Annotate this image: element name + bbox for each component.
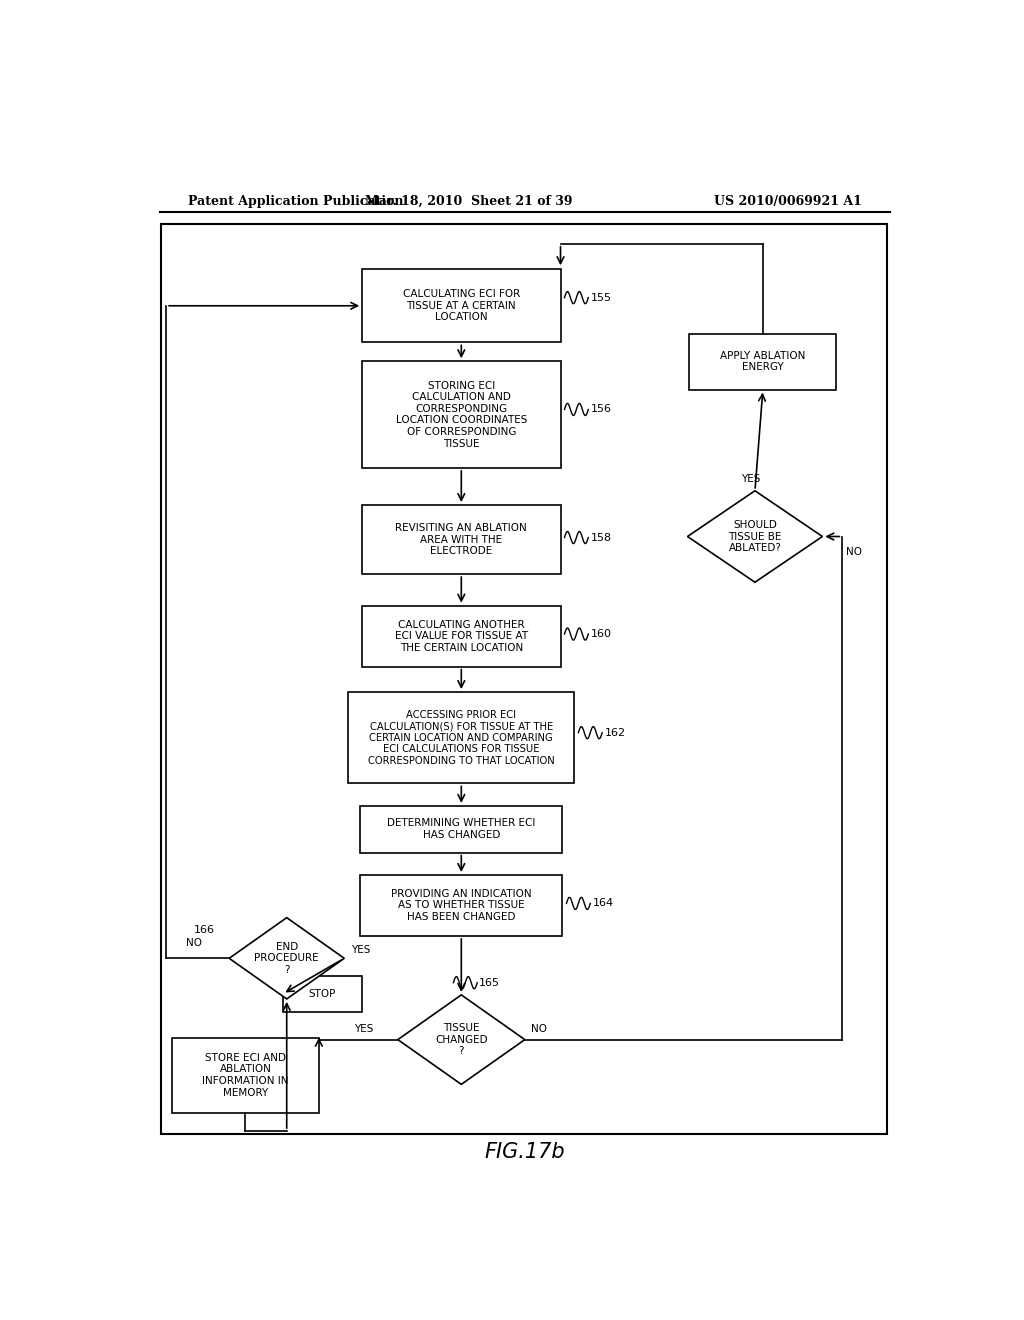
FancyBboxPatch shape — [689, 334, 837, 389]
Text: STORING ECI
CALCULATION AND
CORRESPONDING
LOCATION COORDINATES
OF CORRESPONDING
: STORING ECI CALCULATION AND CORRESPONDIN… — [395, 380, 527, 449]
Text: STOP: STOP — [309, 989, 336, 999]
Polygon shape — [397, 995, 524, 1084]
Text: CALCULATING ANOTHER
ECI VALUE FOR TISSUE AT
THE CERTAIN LOCATION: CALCULATING ANOTHER ECI VALUE FOR TISSUE… — [394, 619, 528, 652]
Text: NO: NO — [846, 546, 862, 557]
Text: 158: 158 — [591, 532, 611, 543]
Text: CALCULATING ECI FOR
TISSUE AT A CERTAIN
LOCATION: CALCULATING ECI FOR TISSUE AT A CERTAIN … — [402, 289, 520, 322]
FancyBboxPatch shape — [172, 1038, 318, 1113]
Text: STORE ECI AND
ABLATION
INFORMATION IN
MEMORY: STORE ECI AND ABLATION INFORMATION IN ME… — [202, 1053, 289, 1098]
FancyBboxPatch shape — [348, 692, 574, 784]
Text: 165: 165 — [479, 978, 500, 987]
FancyBboxPatch shape — [360, 805, 562, 853]
Text: 155: 155 — [591, 293, 611, 302]
Text: US 2010/0069921 A1: US 2010/0069921 A1 — [714, 194, 862, 207]
Polygon shape — [229, 917, 344, 999]
Text: YES: YES — [354, 1024, 374, 1035]
Text: YES: YES — [741, 474, 761, 483]
Text: YES: YES — [350, 945, 370, 956]
Text: APPLY ABLATION
ENERGY: APPLY ABLATION ENERGY — [720, 351, 806, 372]
Text: Mar. 18, 2010  Sheet 21 of 39: Mar. 18, 2010 Sheet 21 of 39 — [366, 194, 573, 207]
Text: PROVIDING AN INDICATION
AS TO WHETHER TISSUE
HAS BEEN CHANGED: PROVIDING AN INDICATION AS TO WHETHER TI… — [391, 888, 531, 923]
Text: 160: 160 — [591, 630, 611, 639]
Text: 166: 166 — [194, 925, 214, 935]
FancyBboxPatch shape — [362, 506, 560, 574]
Text: 162: 162 — [604, 727, 626, 738]
Text: TISSUE
CHANGED
?: TISSUE CHANGED ? — [435, 1023, 487, 1056]
Text: NO: NO — [185, 939, 202, 948]
Text: NO: NO — [531, 1024, 547, 1035]
Text: DETERMINING WHETHER ECI
HAS CHANGED: DETERMINING WHETHER ECI HAS CHANGED — [387, 818, 536, 840]
FancyBboxPatch shape — [362, 606, 560, 667]
Text: SHOULD
TISSUE BE
ABLATED?: SHOULD TISSUE BE ABLATED? — [728, 520, 781, 553]
FancyBboxPatch shape — [362, 269, 560, 342]
FancyBboxPatch shape — [360, 875, 562, 936]
Text: 164: 164 — [593, 899, 613, 908]
Polygon shape — [687, 491, 822, 582]
Text: Patent Application Publication: Patent Application Publication — [187, 194, 403, 207]
Text: END
PROCEDURE
?: END PROCEDURE ? — [254, 941, 319, 975]
FancyBboxPatch shape — [362, 362, 560, 467]
Text: FIG.17b: FIG.17b — [484, 1142, 565, 1163]
FancyBboxPatch shape — [283, 975, 362, 1012]
Text: ACCESSING PRIOR ECI
CALCULATION(S) FOR TISSUE AT THE
CERTAIN LOCATION AND COMPAR: ACCESSING PRIOR ECI CALCULATION(S) FOR T… — [368, 710, 555, 766]
Text: 156: 156 — [591, 404, 611, 414]
Text: REVISITING AN ABLATION
AREA WITH THE
ELECTRODE: REVISITING AN ABLATION AREA WITH THE ELE… — [395, 523, 527, 556]
